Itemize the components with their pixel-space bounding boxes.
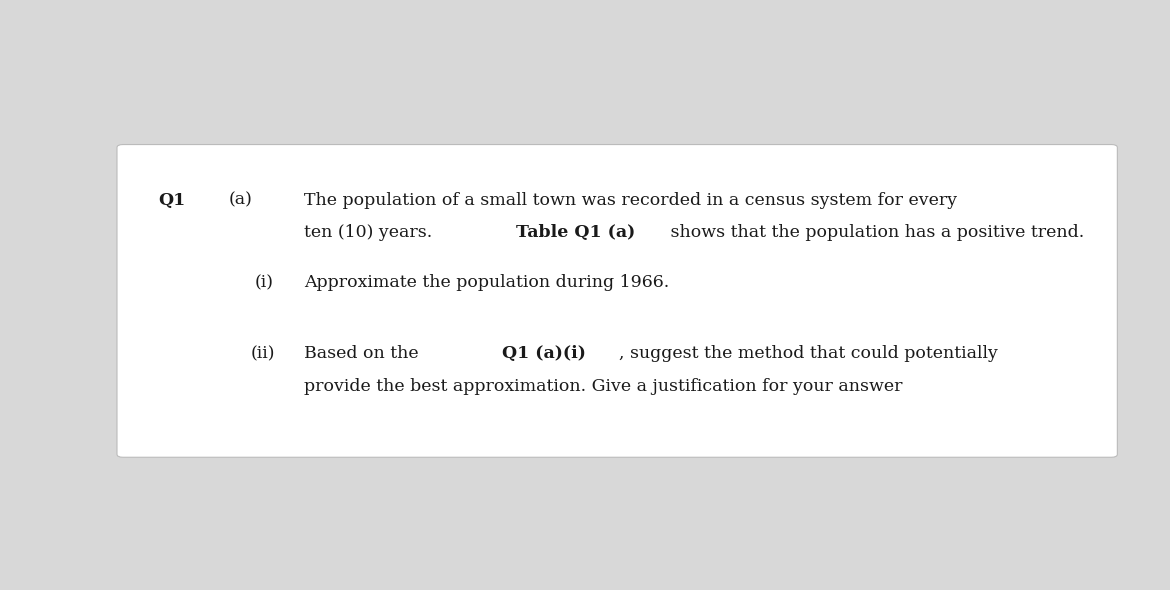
Text: (ii): (ii): [250, 345, 275, 362]
Text: The population of a small town was recorded in a census system for every: The population of a small town was recor…: [304, 192, 957, 209]
Text: Approximate the population during 1966.: Approximate the population during 1966.: [304, 274, 669, 291]
Text: , suggest the method that could potentially: , suggest the method that could potentia…: [619, 345, 998, 362]
Text: Based on the: Based on the: [304, 345, 425, 362]
Text: shows that the population has a positive trend.: shows that the population has a positive…: [666, 224, 1085, 241]
Text: Q1: Q1: [158, 192, 185, 209]
Text: provide the best approximation. Give a justification for your answer: provide the best approximation. Give a j…: [304, 378, 903, 395]
FancyBboxPatch shape: [117, 145, 1117, 457]
Text: (i): (i): [255, 274, 274, 291]
Text: Table Q1 (a): Table Q1 (a): [516, 224, 635, 241]
Text: (a): (a): [228, 192, 252, 209]
Text: Q1 (a)(i): Q1 (a)(i): [502, 345, 586, 362]
Text: ten (10) years.: ten (10) years.: [304, 224, 438, 241]
